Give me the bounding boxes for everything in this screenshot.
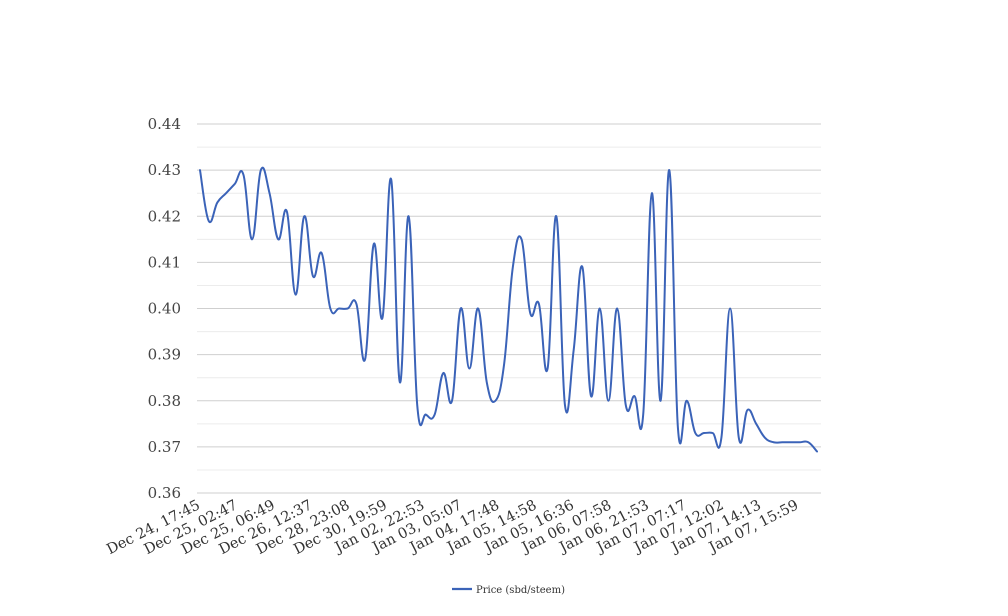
series-line-price	[199, 166, 818, 453]
y-tick-label: 0.44	[148, 115, 181, 133]
y-tick-label: 0.40	[148, 300, 181, 318]
legend-label: Price (sbd/steem)	[476, 585, 565, 596]
y-tick-label: 0.41	[148, 253, 181, 271]
y-tick-label: 0.37	[148, 438, 181, 456]
legend: Price (sbd/steem)	[452, 585, 565, 596]
series-layer	[199, 166, 818, 453]
y-tick-label: 0.38	[148, 392, 181, 410]
y-axis-ticks: 0.36 0.37 0.38 0.39 0.40 0.41 0.42 0.43 0.44	[148, 115, 181, 502]
y-tick-label: 0.39	[148, 346, 181, 364]
y-tick-label: 0.42	[148, 207, 181, 225]
y-tick-label: 0.43	[148, 161, 181, 179]
y-tick-label: 0.36	[148, 484, 181, 502]
